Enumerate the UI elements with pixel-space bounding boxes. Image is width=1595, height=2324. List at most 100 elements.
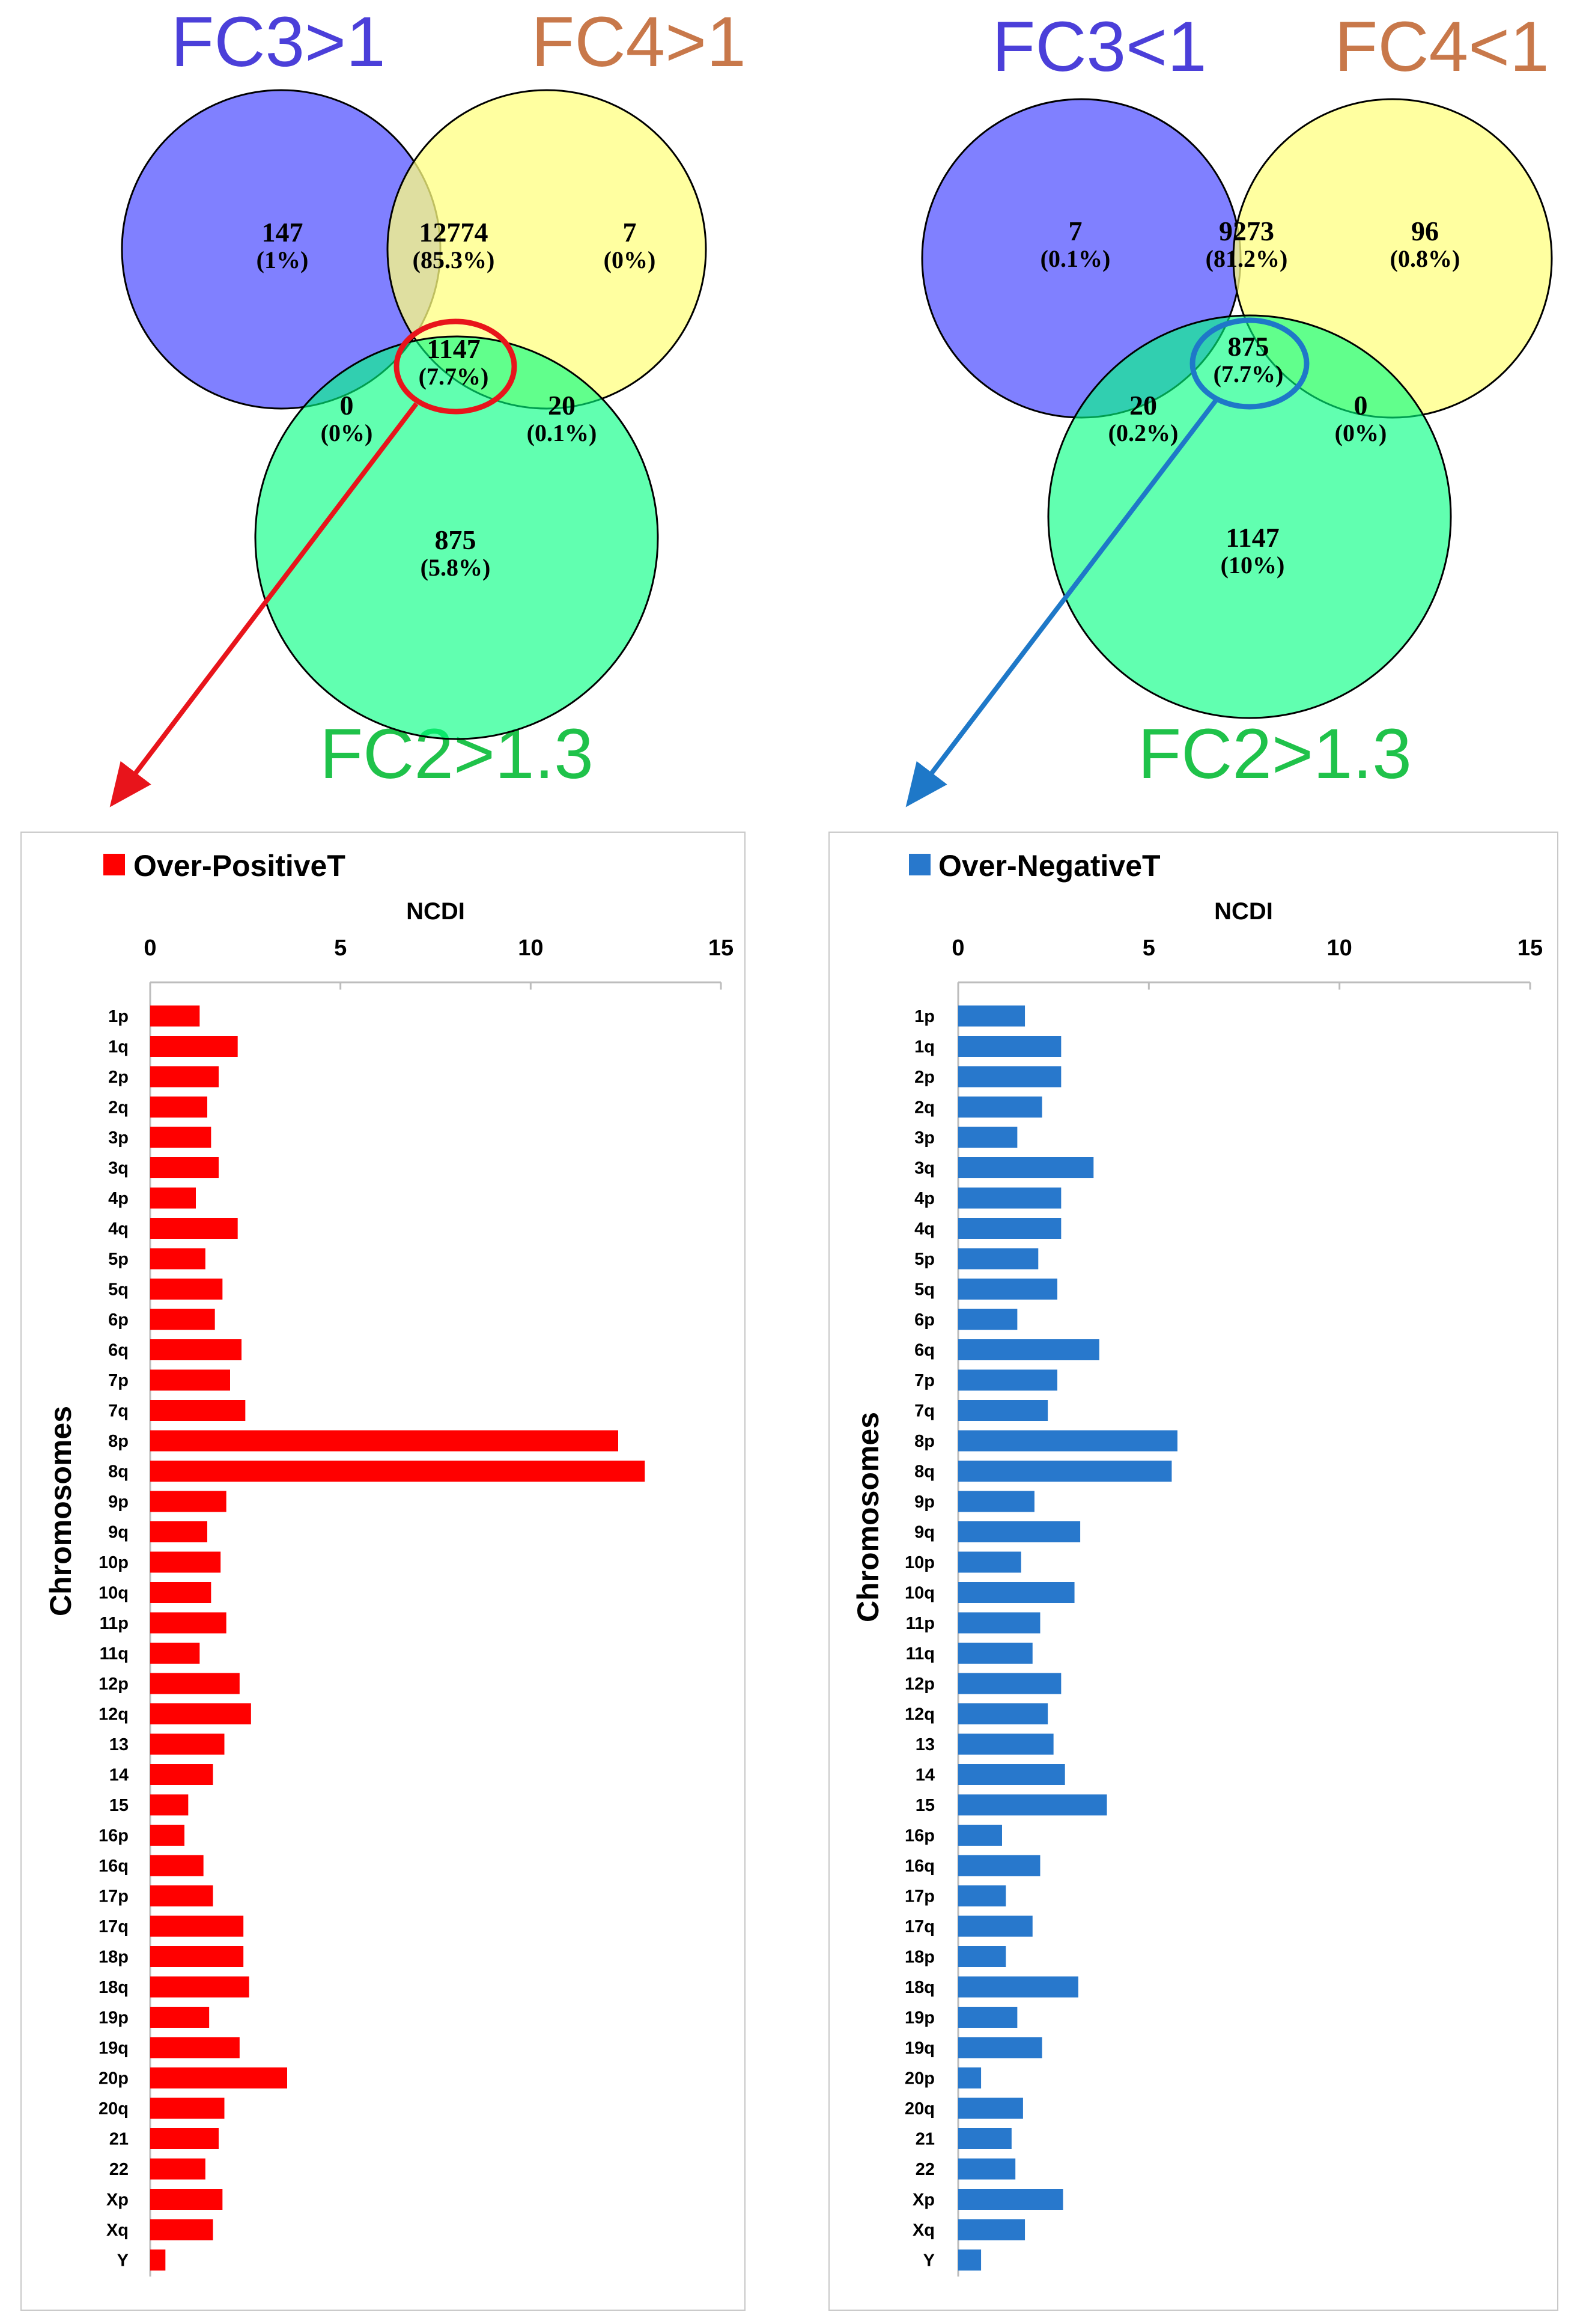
venn-label-a: FC3<1: [992, 7, 1206, 87]
category-label: 11q: [100, 1644, 129, 1664]
category-label: 16p: [905, 1827, 935, 1846]
x-tick-label: 15: [708, 935, 734, 961]
bar-15: [958, 1794, 1107, 1816]
venn-label-a: FC3>1: [171, 2, 385, 82]
x-tick-label: 0: [144, 935, 156, 961]
category-label: 22: [916, 2160, 935, 2179]
category-label: 14: [916, 1766, 935, 1785]
bar-2q: [958, 1097, 1042, 1118]
bar-9q: [150, 1521, 207, 1542]
highlight-ellipse: [1189, 317, 1310, 410]
bar-4q: [150, 1218, 238, 1239]
bar-16p: [150, 1825, 184, 1846]
region-ac-count: 0: [340, 390, 354, 421]
region-c-only-pct: (10%): [1221, 552, 1285, 579]
region-b-only-count: 96: [1411, 216, 1439, 246]
y-axis-title: Chromosomes: [851, 1412, 885, 1622]
bar-Xp: [958, 2189, 1063, 2210]
venn-negative: FC3<1 FC4<1 FC2>1.3 7 (0.1%) 9273 (81.2%…: [905, 7, 1553, 808]
x-tick-label: 0: [952, 935, 964, 961]
category-label: 13: [916, 1735, 935, 1754]
category-label: 16q: [905, 1857, 935, 1876]
category-label: 18p: [99, 1948, 129, 1967]
bar-12q: [150, 1703, 251, 1724]
bar-22: [150, 2158, 205, 2180]
bar-12p: [150, 1673, 240, 1694]
category-label: 2p: [914, 1068, 935, 1087]
x-tick-label: 5: [334, 935, 347, 961]
x-tick-label: 15: [1518, 935, 1543, 961]
category-label: 8q: [914, 1462, 935, 1482]
bar-20q: [958, 2097, 1023, 2119]
venn-circle-c: [1047, 314, 1452, 719]
bar-18p: [958, 1946, 1006, 1967]
category-label: 12q: [905, 1705, 935, 1724]
category-label: 21: [109, 2130, 129, 2149]
bar-3p: [150, 1127, 211, 1148]
bar-9q: [958, 1521, 1081, 1542]
category-label: 2q: [108, 1098, 129, 1118]
region-b-only-pct: (0%): [604, 246, 656, 273]
region-b-only-count: 7: [623, 217, 637, 248]
bar-16q: [958, 1855, 1041, 1876]
category-label: 2p: [108, 1068, 129, 1087]
bar-11p: [958, 1612, 1041, 1634]
category-label: 13: [109, 1735, 129, 1754]
category-label: 11p: [100, 1614, 129, 1633]
category-label: 12p: [99, 1675, 129, 1694]
legend-label: Over-PositiveT: [133, 849, 345, 883]
legend-swatch: [909, 854, 931, 875]
bar-Xp: [150, 2189, 223, 2210]
category-label: 3q: [108, 1159, 129, 1178]
category-label: 10p: [99, 1553, 129, 1572]
bar-2p: [150, 1066, 219, 1087]
chart-frame: [20, 832, 746, 2311]
category-label: 9p: [914, 1492, 935, 1512]
chart-frame: [828, 832, 1558, 2311]
bar-3q: [958, 1157, 1094, 1178]
category-label: 4q: [108, 1220, 129, 1239]
bar-18q: [958, 1976, 1078, 1998]
bar-Y: [958, 2249, 982, 2271]
category-label: 7p: [108, 1371, 129, 1390]
bar-1p: [150, 1005, 200, 1027]
bar-6q: [150, 1339, 242, 1360]
category-label: 2q: [914, 1098, 935, 1118]
category-label: Xq: [106, 2221, 129, 2240]
category-label: 9q: [108, 1523, 129, 1542]
bar-Xq: [150, 2219, 213, 2240]
category-label: 8q: [108, 1462, 129, 1482]
category-label: 18q: [99, 1978, 129, 1997]
venn-label-b: FC4>1: [531, 2, 746, 82]
bar-8p: [958, 1430, 1177, 1452]
x-tick-label: 10: [1327, 935, 1352, 961]
category-label: 1q: [914, 1038, 935, 1057]
category-label: Y: [923, 2251, 935, 2271]
highlight-arrow: [905, 398, 1219, 808]
category-label: 4p: [914, 1189, 935, 1208]
bar-5q: [150, 1279, 223, 1300]
category-label: 6q: [914, 1341, 935, 1360]
category-label: 18p: [905, 1948, 935, 1967]
bar-1q: [958, 1036, 1062, 1057]
bar-11q: [958, 1643, 1033, 1664]
region-b-only-pct: (0.8%): [1390, 245, 1460, 272]
region-abc-pct: (7.7%): [419, 363, 489, 390]
category-label: 17q: [99, 1917, 129, 1936]
venn-label-c: FC2>1.3: [1138, 714, 1412, 794]
category-label: 20p: [99, 2069, 129, 2088]
region-a-only-count: 7: [1069, 216, 1083, 246]
bar-21: [958, 2128, 1012, 2149]
category-label: 4p: [108, 1189, 129, 1208]
region-a-only-pct: (1%): [257, 246, 309, 273]
category-label: 1q: [108, 1038, 129, 1057]
category-label: 10q: [905, 1584, 935, 1603]
venn-circle-c: [254, 335, 659, 740]
region-a-only-pct: (0.1%): [1041, 245, 1111, 272]
bar-17q: [150, 1915, 244, 1937]
category-label: 3q: [914, 1159, 935, 1178]
bar-16q: [150, 1855, 204, 1876]
bar-13: [958, 1733, 1054, 1755]
plot-area: 0 5 10 15 1p 1q 2p 2q 3p 3q 4p 4q 5p 5q 6p 6q 7p 7q 8p 8q 9p…: [99, 935, 734, 2277]
